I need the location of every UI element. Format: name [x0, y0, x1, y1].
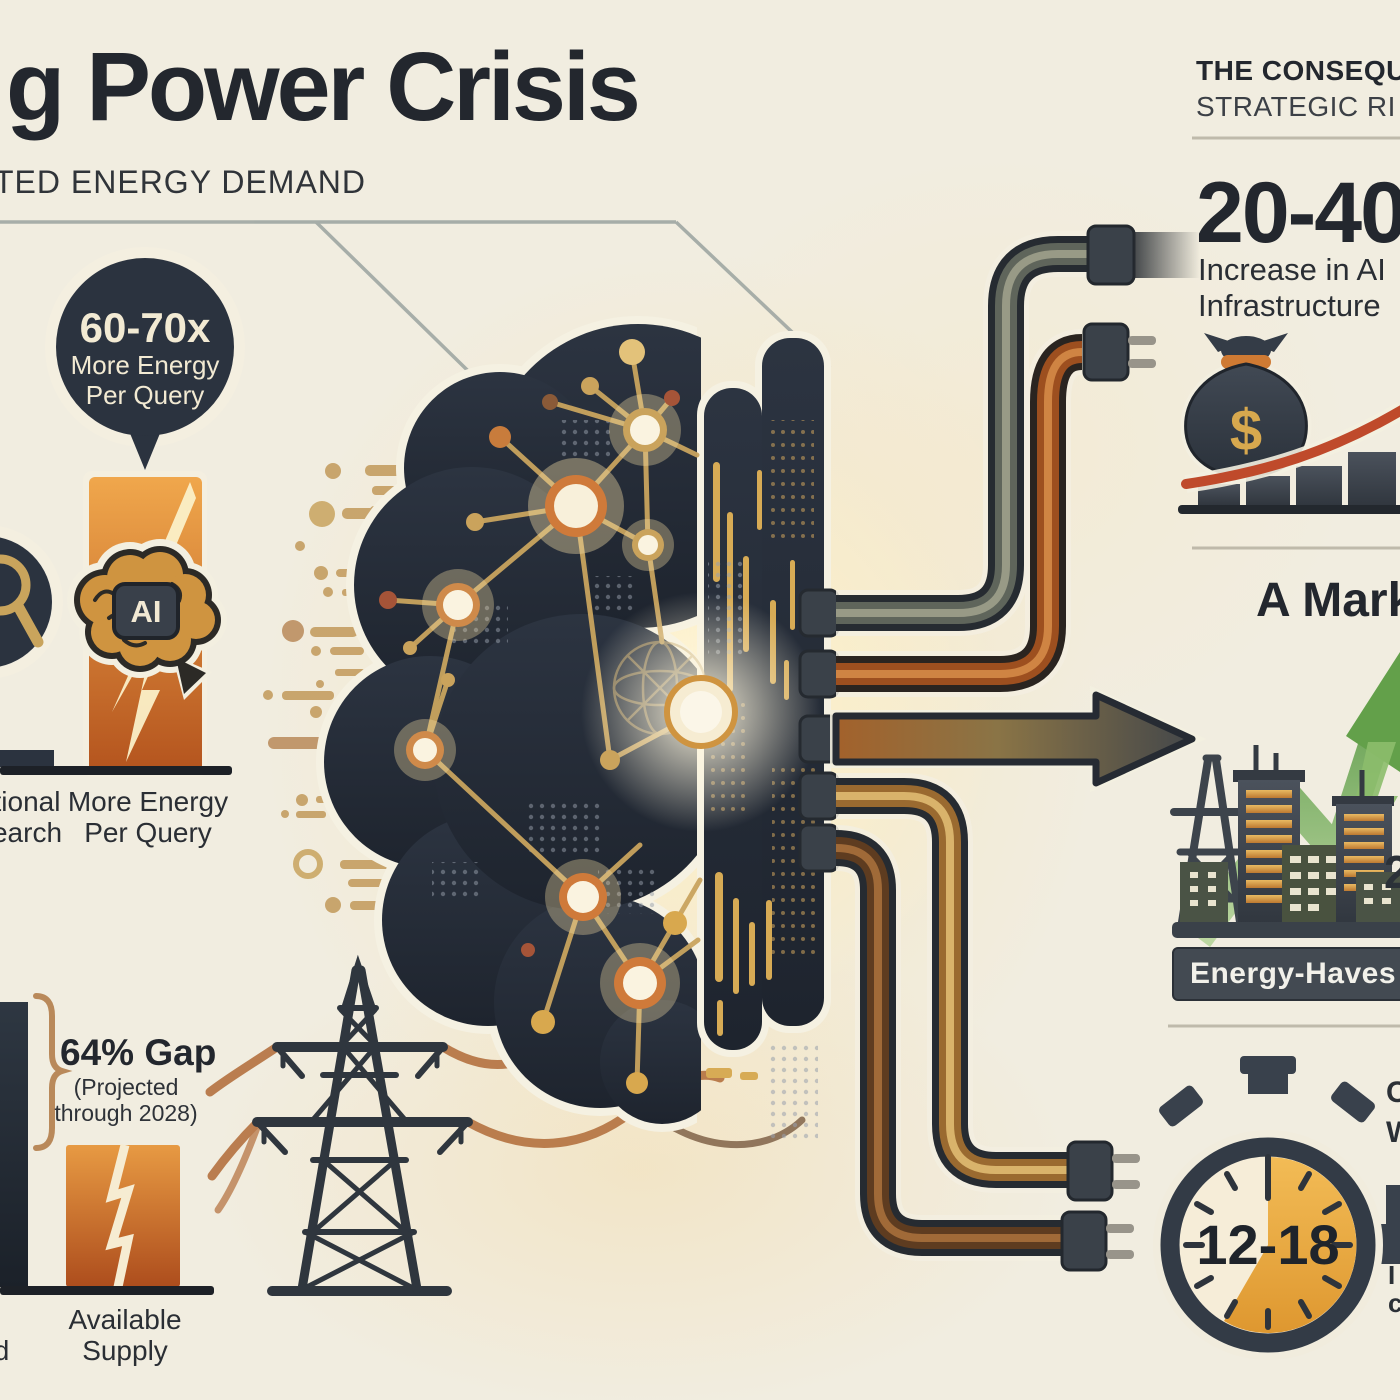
banner-label: Energy-Haves: [1189, 957, 1397, 990]
stopwatch-elapsed-sector: [1224, 1156, 1357, 1333]
bubble-headline: 60-70x: [79, 304, 211, 351]
stat-caption: Increase in AI Infrastructure: [1198, 252, 1386, 323]
plug-prong: [1128, 336, 1156, 345]
market-heading: A Mark: [1256, 574, 1400, 627]
supply-crack-icon: [105, 1143, 135, 1288]
svg-text:W: W: [1386, 1116, 1400, 1149]
search-icon: [0, 526, 63, 678]
energy-bubble: [45, 247, 245, 470]
label-available-supply: Available Supply: [68, 1304, 182, 1366]
gap-brace: [33, 993, 73, 1151]
cost-trend-chart: [1178, 402, 1400, 514]
motion-blur: [1134, 232, 1200, 278]
stopwatch-icon: 12-18: [1153, 1056, 1400, 1360]
transmission-tower: [252, 954, 473, 1296]
plug-prong: [1128, 359, 1156, 368]
brain-left-lobes: [324, 324, 701, 1124]
ai-chip-label: AI: [131, 594, 162, 629]
energy-bubble-text: 60-70x More Energy Per Query: [45, 304, 245, 411]
svg-text:C: C: [1386, 1076, 1400, 1109]
cable-bottom-1: [836, 773, 1140, 1202]
cable-top-2: [836, 322, 1156, 697]
label-more-energy: More Energy Per Query: [67, 786, 229, 848]
gap-value: 64% Gap: [60, 1032, 217, 1073]
right-column-dividers: [1168, 136, 1400, 1028]
svg-text:I: I: [1388, 1260, 1395, 1290]
money-bag-icon: $: [1180, 333, 1312, 482]
dollar-sign: $: [1230, 398, 1262, 463]
clipped-edge-text: C W I c: [1386, 1076, 1400, 1318]
cable-bottom-2: [834, 825, 1134, 1272]
stat-value: 20-40: [1196, 165, 1400, 261]
plug-prong: [1112, 1154, 1140, 1163]
city-buildings: [1180, 745, 1400, 924]
output-arrow: [830, 685, 1207, 793]
right-heading-sub: STRATEGIC RI: [1196, 91, 1396, 122]
gap-chart: [0, 993, 214, 1295]
right-heading-bold: THE CONSEQU: [1196, 55, 1400, 86]
cable-top-1: [836, 224, 1200, 636]
city-ground: [1172, 922, 1400, 938]
city-stat-fragment: 2: [1384, 846, 1400, 898]
plug-prong: [1106, 1224, 1134, 1233]
label-traditional-search: tional earch: [0, 786, 63, 848]
plug-prong: [1112, 1180, 1140, 1189]
label-projected-demand: ed and: [0, 1304, 10, 1366]
gap-note: (Projected through 2028): [54, 1074, 198, 1126]
stopwatch-value: 12-18: [1196, 1213, 1339, 1276]
svg-text:c: c: [1388, 1288, 1400, 1318]
ai-brain-icon: AI: [67, 539, 227, 700]
neural-nodes: [379, 339, 738, 1094]
city-scene: 2: [1170, 652, 1400, 947]
cable-stubs: [798, 588, 840, 873]
section-label-energy-demand: TED ENERGY DEMAND: [0, 164, 367, 200]
rising-cost-curve: [1181, 405, 1400, 489]
energy-haves-banner: Energy-Haves: [1172, 947, 1400, 1001]
bubble-line3: Per Query: [85, 380, 205, 410]
bubble-line2: More Energy: [70, 350, 220, 380]
energy-compare-chart: AI: [0, 471, 232, 777]
stopwatch-ticks: [1183, 1154, 1353, 1330]
page-title: g Power Crisis: [6, 32, 641, 141]
plug-prong: [1106, 1250, 1134, 1259]
